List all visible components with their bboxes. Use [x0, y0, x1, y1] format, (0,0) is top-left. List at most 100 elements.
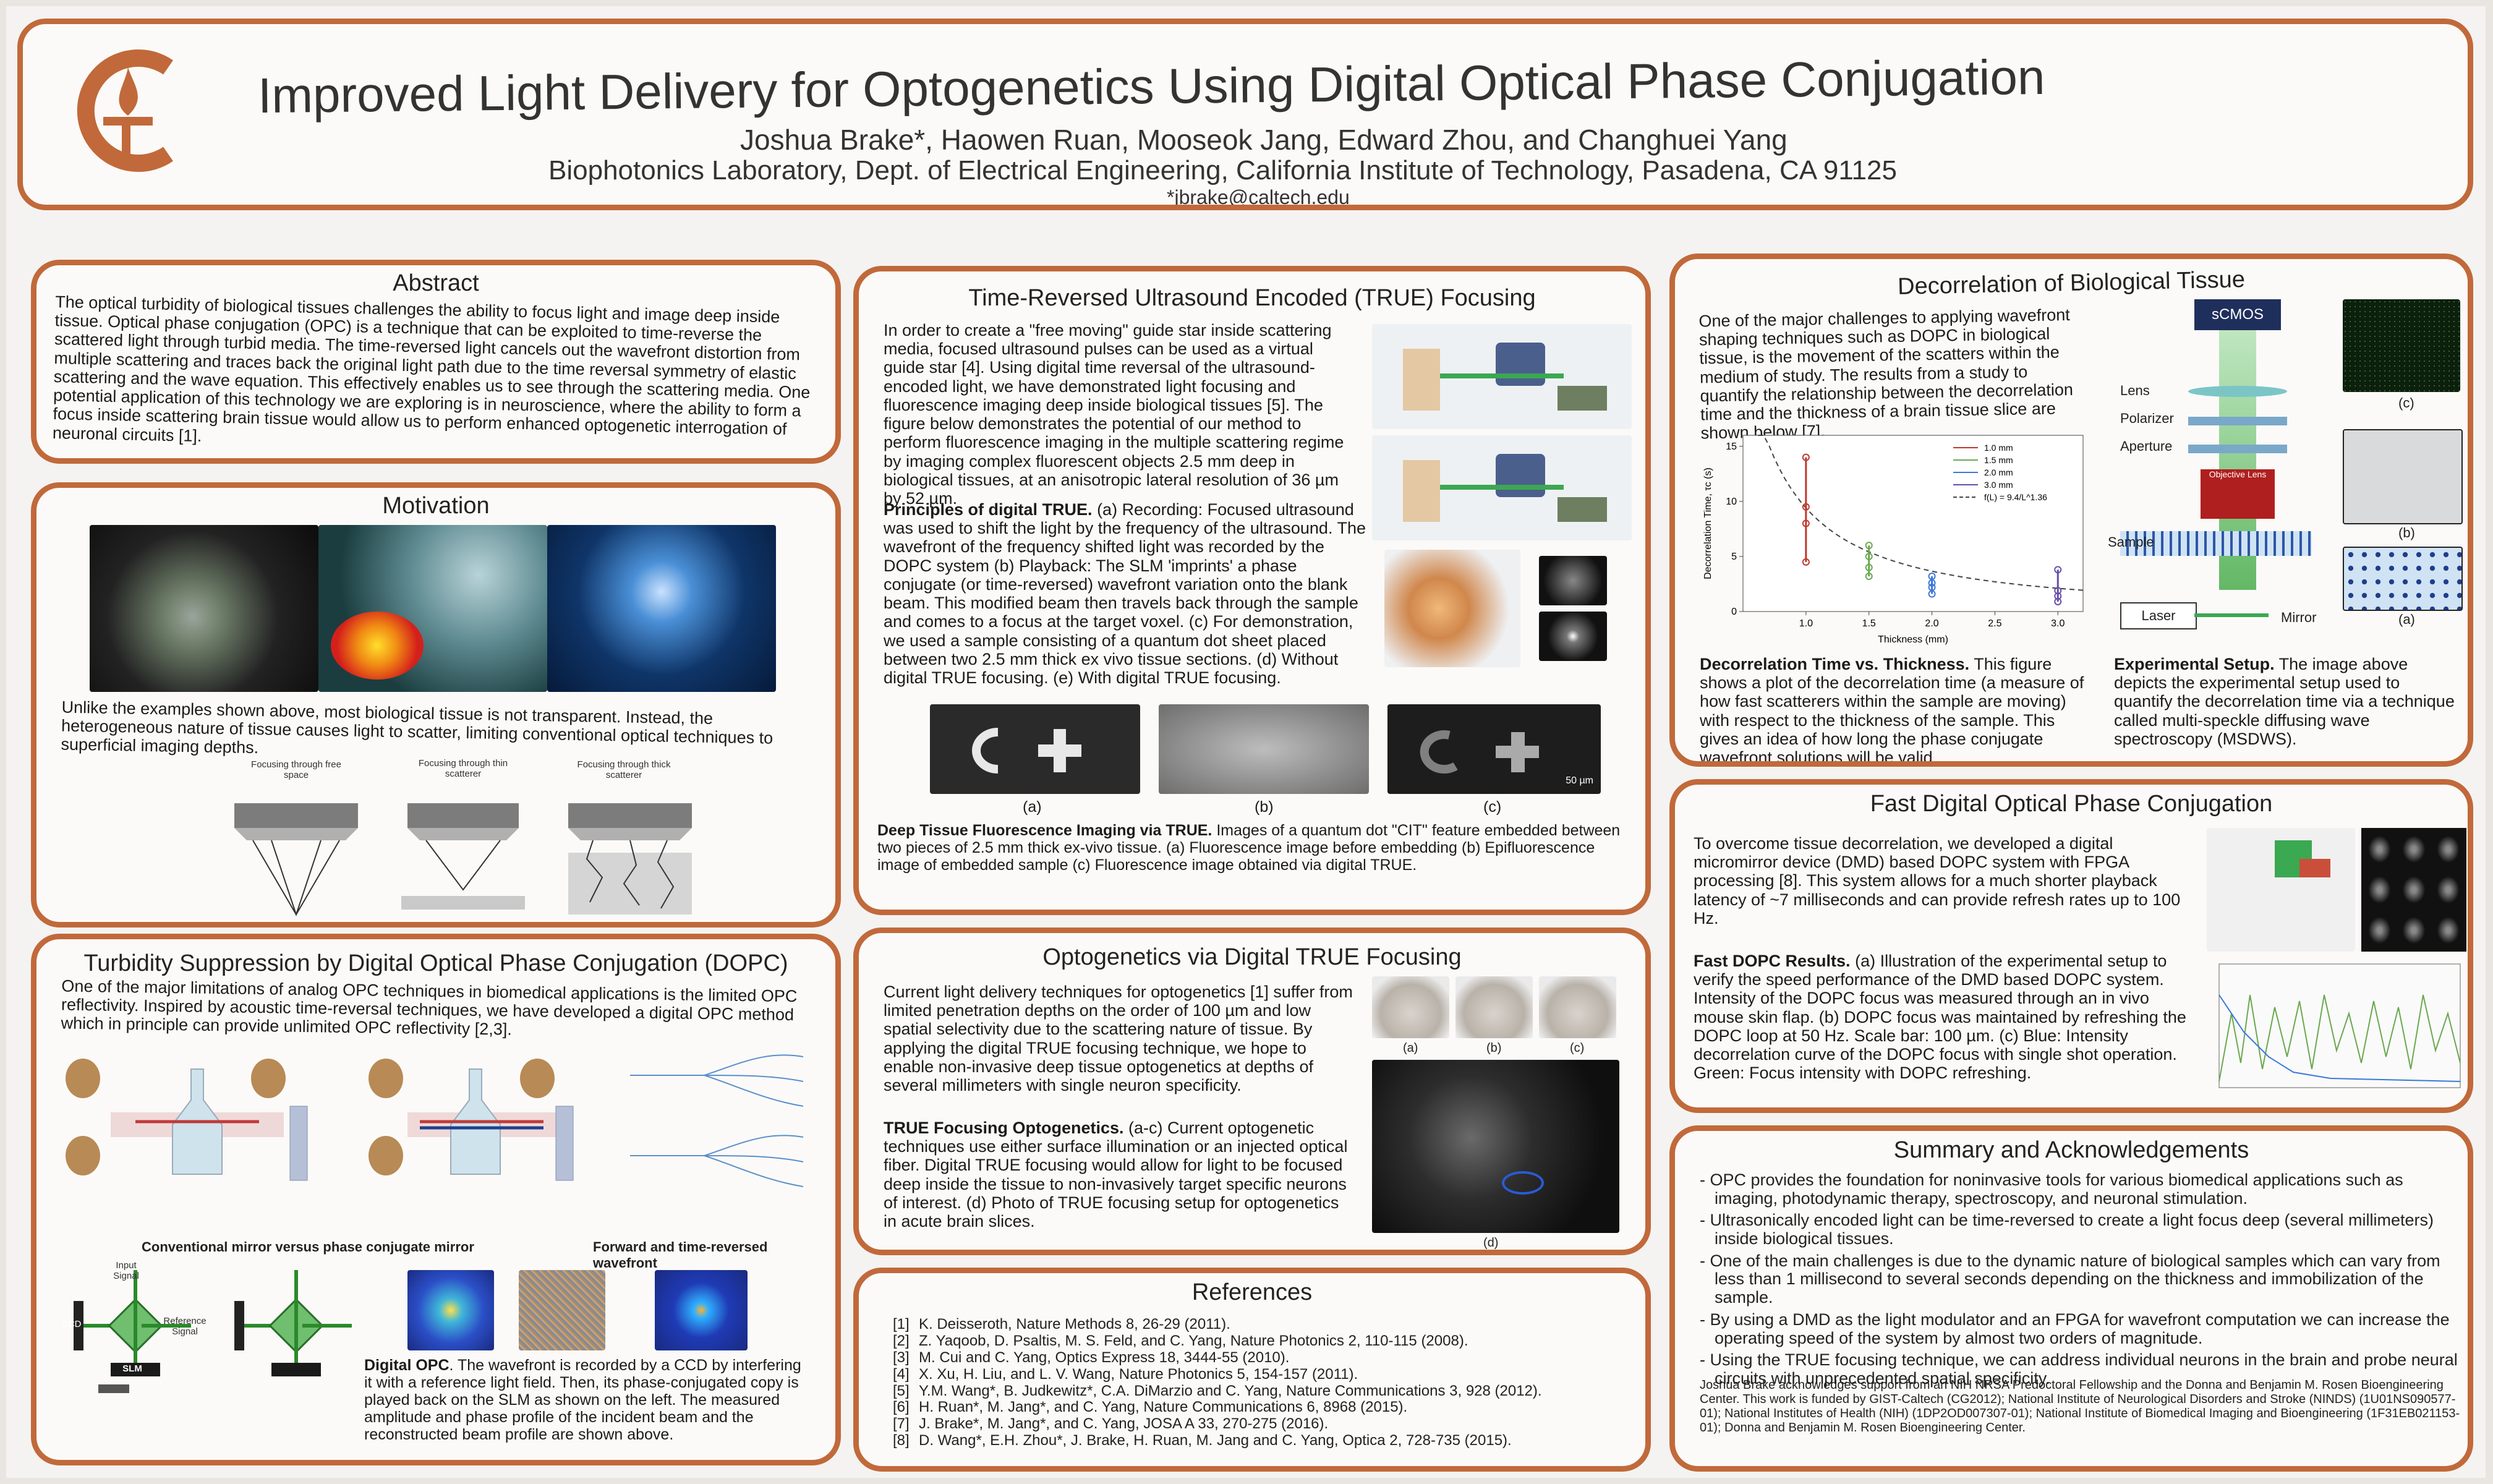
fast-dopc-setup-illustration	[2207, 828, 2355, 952]
poster-title: Improved Light Delivery for Optogenetics…	[257, 49, 2045, 124]
fast-dopc-section: Fast Digital Optical Phase Conjugation T…	[1669, 779, 2473, 1113]
y-tick-label: 5	[1731, 552, 1737, 562]
opto-panel-d-label: (d)	[1483, 1236, 1499, 1250]
true-principles-title: Principles of digital TRUE.	[884, 500, 1093, 519]
setup-label-reference: Reference Signal	[163, 1316, 207, 1337]
motivation-section: Motivation Unlike the examples shown abo…	[31, 482, 841, 927]
dopc-setup-diagram	[74, 1270, 352, 1393]
decorrelation-chart: 1.0 1.5 2.0 2.5 3.0 0 5 10 15 Thickness (mm) Decor…	[1703, 435, 2084, 645]
decorrelation-caption-2: Experimental Setup. The image above depi…	[2114, 655, 2460, 748]
summary-item: - OPC provides the foundation for noninv…	[1700, 1171, 2403, 1208]
setup-label-slm: SLM	[122, 1363, 142, 1374]
reference-item: [3] M. Cui and C. Yang, Optics Express 18…	[893, 1349, 1290, 1366]
x-tick-label: 1.5	[1862, 618, 1876, 629]
true-heading: Time-Reversed Ultrasound Encoded (TRUE) …	[968, 285, 1536, 311]
decorrelation-caption-1-title: Decorrelation Time vs. Thickness.	[1700, 655, 1970, 673]
reference-item: [7] J. Brake*, M. Jang*, and C. Yang, JOS…	[893, 1415, 1329, 1433]
summary-item: - By using a DMD as the light modulator …	[1700, 1310, 2450, 1347]
opto-panel-c-label: (c)	[1570, 1041, 1585, 1055]
optogenetics-heading: Optogenetics via Digital TRUE Focusing	[1042, 944, 1462, 970]
fast-dopc-heading: Fast Digital Optical Phase Conjugation	[1870, 791, 2273, 817]
wavefront-diagram	[630, 1054, 804, 1187]
true-focusing-section: Time-Reversed Ultrasound Encoded (TRUE) …	[853, 266, 1651, 915]
setup-label-ccd: CCD	[61, 1319, 82, 1329]
optogenetics-section: Optogenetics via Digital TRUE Focusing C…	[853, 927, 1651, 1255]
thick-scatterer-label: Focusing through thick scatterer	[577, 759, 671, 780]
free-space-focusing-icon	[234, 803, 358, 917]
setup-label-input: Input Signal	[113, 1260, 139, 1281]
mirror-comparison-caption: Conventional mirror versus phase conjuga…	[142, 1239, 474, 1255]
focus-intensity-plot	[2218, 963, 2461, 1088]
opto-panel-a-label: (a)	[1403, 1041, 1418, 1055]
scatterers-a	[2343, 547, 2463, 611]
true-with-focus-image	[1539, 612, 1607, 661]
cit-panel-c-label: (c)	[1483, 798, 1502, 816]
true-without-focus-image	[1539, 556, 1607, 605]
y-axis-label: Decorrelation Time, τc (s)	[1703, 467, 1713, 579]
poster: Improved Light Delivery for Optogenetics…	[6, 6, 2486, 1478]
motivation-heading: Motivation	[382, 493, 490, 519]
summary-list: - OPC provides the foundation for noninv…	[1700, 1171, 2460, 1392]
glass-frog-photo	[90, 525, 318, 692]
dopc-focus-image-grid	[2361, 828, 2466, 952]
true-principles: Principles of digital TRUE. (a) Recordin…	[884, 500, 1372, 687]
x-tick-label: 1.0	[1799, 618, 1813, 629]
true-caption: Deep Tissue Fluorescence Imaging via TRU…	[877, 822, 1638, 874]
dopc-caption: Digital OPC. The wavefront is recorded b…	[364, 1357, 809, 1443]
optogenetics-caption-body: (a-c) Current optogenetic techniques use…	[884, 1119, 1348, 1231]
legend-entry: f(L) = 9.4/L^1.36	[1984, 492, 2047, 502]
true-schematic-playback	[1372, 435, 1632, 540]
reference-item: [4] X. Xu, H. Liu, and L. V. Wang, Nature…	[893, 1365, 1358, 1383]
optogenetics-caption-title: TRUE Focusing Optogenetics.	[884, 1119, 1124, 1137]
plot-area	[1742, 435, 2084, 612]
scalebar-label: 50 µm	[1566, 775, 1593, 786]
mirror-comparison-diagram	[66, 1059, 574, 1181]
y-tick-label: 10	[1726, 497, 1737, 507]
optogenetics-caption: TRUE Focusing Optogenetics. (a-c) Curren…	[884, 1119, 1353, 1230]
true-caption-title: Deep Tissue Fluorescence Imaging via TRU…	[877, 822, 1212, 839]
true-schematic-recording	[1372, 324, 1632, 429]
title-banner: Improved Light Delivery for Optogenetics…	[17, 19, 2473, 210]
decorrelation-caption-2-body: The image above depicts the experimental…	[2114, 655, 2455, 748]
wavefront-caption: Forward and time-reversed wavefront	[593, 1239, 768, 1271]
reference-item: [8] D. Wang*, E.H. Zhou*, J. Brake, H. Ru…	[893, 1432, 1512, 1449]
poster-affiliation: Biophotonics Laboratory, Dept. of Electr…	[548, 155, 1897, 186]
summary-heading: Summary and Acknowledgements	[1893, 1137, 2249, 1163]
glasswing-butterfly-photo	[318, 525, 547, 692]
summary-item: - One of the main challenges is due to t…	[1700, 1251, 2440, 1307]
msdws-setup-diagram: sCMOS Objective Lens Laser Lens Polarize…	[2108, 293, 2466, 639]
thin-scatterer-focusing-icon	[401, 803, 525, 910]
fast-dopc-text: To overcome tissue decorrelation, we dev…	[1694, 834, 2181, 927]
legend-entry: 3.0 mm	[1984, 480, 2013, 490]
abstract-section: Abstract The optical turbidity of biolog…	[31, 260, 841, 464]
legend-entry: 1.0 mm	[1984, 443, 2013, 453]
objective-lens: Objective Lens	[2201, 469, 2275, 519]
x-tick-label: 2.0	[1925, 618, 1938, 629]
reference-list: [1] K. Deisseroth, Nature Methods 8, 26-2…	[893, 1316, 1635, 1449]
phase-map	[519, 1270, 605, 1350]
references-section: References [1] K. Deisseroth, Nature Meth…	[853, 1268, 1651, 1472]
scmos-camera: sCMOS	[2194, 299, 2281, 330]
decorrelation-caption-2-title: Experimental Setup.	[2114, 655, 2275, 673]
fast-dopc-caption: Fast DOPC Results. (a) Illustration of t…	[1694, 952, 2188, 1083]
dopc-text: One of the major limitations of analog O…	[61, 976, 798, 1039]
reference-item: [1] K. Deisseroth, Nature Methods 8, 26-2…	[893, 1316, 1230, 1333]
amplitude-map	[407, 1270, 494, 1350]
cit-true-image: 50 µm	[1387, 704, 1601, 794]
x-tick-label: 3.0	[2051, 618, 2065, 629]
optogenetics-text: Current light delivery techniques for op…	[884, 983, 1353, 1095]
poster-authors: Joshua Brake*, Haowen Ruan, Mooseok Jang…	[740, 124, 1788, 156]
true-illumination-brain-image	[1539, 976, 1616, 1038]
x-tick-label: 2.5	[1988, 618, 2001, 629]
abstract-heading: Abstract	[393, 270, 479, 296]
true-principles-body: (a) Recording: Focused ultrasound was us…	[884, 500, 1366, 688]
thin-scatterer-label: Focusing through thin scatterer	[418, 758, 508, 779]
fast-dopc-caption-body: (a) Illustration of the experimental set…	[1694, 952, 2186, 1083]
cit-epifluorescence-image	[1159, 704, 1369, 794]
dopc-section: Turbidity Suppression by Digital Optical…	[31, 934, 841, 1465]
true-caption-body: Images of a quantum dot "CIT" feature em…	[877, 822, 1621, 874]
fit-curve	[1758, 435, 2084, 591]
reference-item: [5] Y.M. Wang*, B. Judkewitz*, C.A. DiMar…	[893, 1382, 1542, 1399]
fast-dopc-caption-title: Fast DOPC Results.	[1694, 952, 1851, 970]
true-demo-sample	[1384, 550, 1520, 667]
